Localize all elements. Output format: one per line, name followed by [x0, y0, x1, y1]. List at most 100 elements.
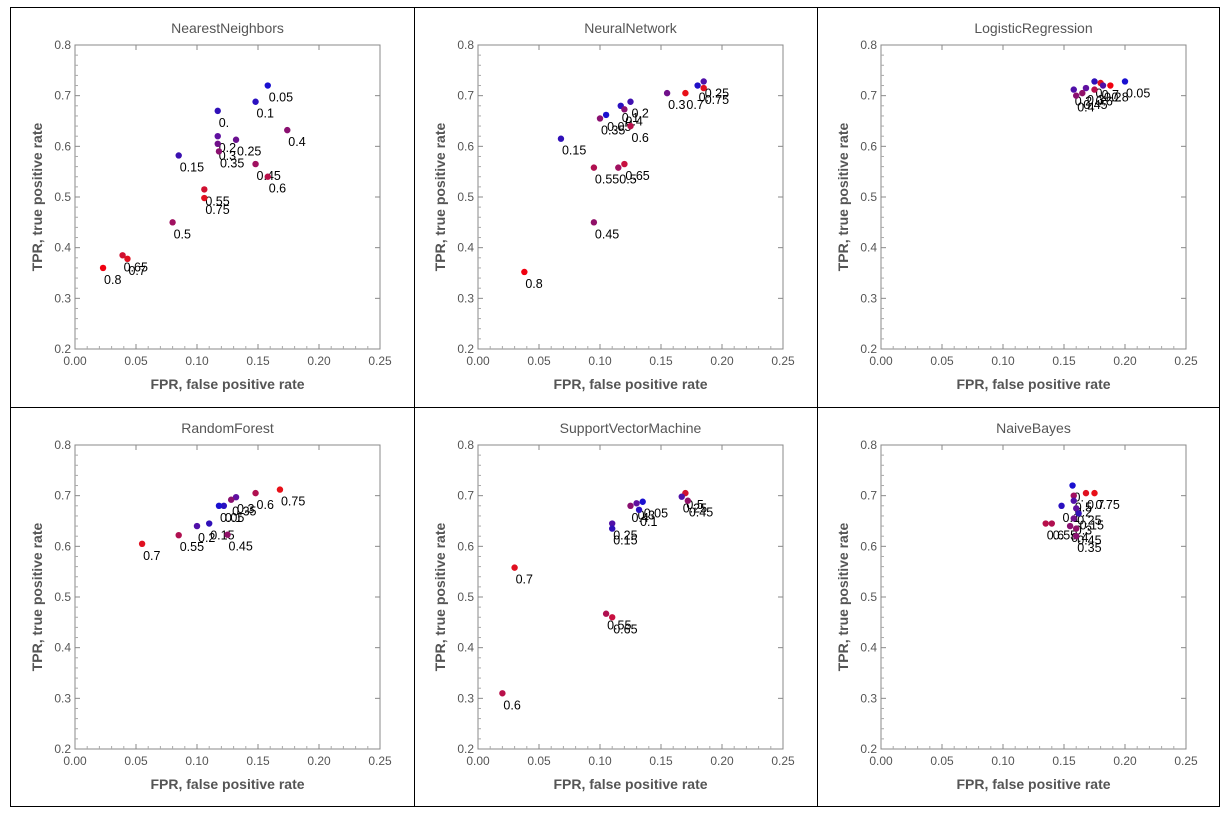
y-axis-label: TPR, true positive rate	[432, 522, 448, 671]
x-tick-label: 0.10	[991, 754, 1015, 768]
chart-title: NaiveBayes	[996, 420, 1071, 436]
y-axis-label: TPR, true positive rate	[29, 522, 45, 671]
y-tick-label: 0.7	[860, 89, 877, 103]
x-tick-label: 0.20	[1113, 754, 1137, 768]
x-tick-label: 0.05	[930, 354, 954, 368]
data-label: 0.75	[1096, 498, 1120, 512]
scatter-chart: NaiveBayes 0.00 0.05 0.10 0.15 0.20 0.25 0.2 0.3…	[835, 420, 1198, 792]
data-point	[609, 520, 616, 527]
data-label: 0.45	[229, 540, 253, 554]
data-label: 0.4	[632, 511, 649, 525]
chart-panel: NearestNeighbors 0.00 0.05 0.10 0.15 0.20 0.25…	[11, 8, 414, 408]
data-point	[1073, 505, 1080, 512]
x-tick-label: 0.25	[368, 754, 392, 768]
data-label: 0.15	[180, 160, 204, 174]
data-label: 0.2	[632, 107, 649, 121]
y-tick-label: 0.8	[457, 38, 474, 52]
data-point	[119, 252, 126, 259]
data-point	[700, 78, 707, 85]
plot-frame	[477, 444, 784, 750]
data-label: 0.05	[220, 511, 244, 525]
x-axis-label: FPR, false positive rate	[956, 776, 1110, 792]
data-point	[1091, 86, 1098, 93]
data-point	[220, 502, 228, 509]
data-label: 0.8	[104, 273, 121, 287]
data-point	[511, 564, 518, 571]
y-tick-label: 0.4	[860, 241, 877, 255]
x-axis-label: FPR, false positive rate	[956, 376, 1110, 392]
data-point	[264, 82, 271, 89]
x-tick-label: 0.15	[649, 754, 673, 768]
data-label: 0.55	[595, 173, 619, 187]
data-point	[596, 115, 604, 122]
x-tick-label: 0.20	[307, 354, 331, 368]
x-axis-label: FPR, false positive rate	[553, 776, 707, 792]
data-point	[1066, 522, 1074, 530]
data-point	[214, 140, 221, 147]
data-point	[694, 82, 701, 89]
y-tick-label: 0.3	[54, 291, 71, 305]
data-label: 0.05	[644, 507, 668, 521]
data-label: 0.55	[1053, 529, 1077, 543]
y-tick-label: 0.3	[457, 291, 474, 305]
data-label: 0.5	[619, 173, 636, 187]
chart-panel: SupportVectorMachine 0.00 0.05 0.10 0.15 0.20…	[414, 408, 817, 808]
x-axis-label: FPR, false positive rate	[150, 376, 304, 392]
x-tick-label: 0.20	[710, 354, 734, 368]
y-tick-label: 0.8	[54, 438, 71, 452]
data-point	[1070, 497, 1077, 504]
x-tick-label: 0.00	[63, 754, 87, 768]
data-label: 0.25	[613, 529, 637, 543]
y-tick-label: 0.4	[54, 641, 71, 655]
y-tick-label: 0.5	[54, 590, 71, 604]
chart-grid: NearestNeighbors 0.00 0.05 0.10 0.15 0.20 0.25…	[10, 7, 1220, 807]
data-point	[633, 500, 640, 507]
chart-title: LogisticRegression	[974, 20, 1092, 36]
x-tick-label: 0.05	[527, 354, 551, 368]
y-tick-label: 0.7	[457, 89, 474, 103]
data-point	[124, 255, 131, 263]
y-tick-label: 0.8	[54, 38, 71, 52]
x-tick-label: 0.00	[466, 754, 490, 768]
data-label: 0.35	[232, 505, 256, 519]
x-tick-label: 0.10	[991, 354, 1015, 368]
x-tick-label: 0.15	[246, 354, 270, 368]
data-label: 0.75	[281, 495, 305, 509]
data-point	[99, 264, 107, 272]
data-label: 0.65	[124, 260, 148, 274]
data-point	[252, 489, 259, 497]
scatter-chart: NearestNeighbors 0.00 0.05 0.10 0.15 0.20 0.25…	[29, 20, 392, 392]
data-point	[232, 493, 240, 501]
x-tick-label: 0.25	[368, 354, 392, 368]
data-point	[682, 89, 689, 97]
y-tick-label: 0.7	[457, 489, 474, 503]
x-tick-label: 0.15	[649, 354, 673, 368]
data-label: 0.	[699, 91, 709, 105]
data-label: 0.6	[1096, 95, 1113, 109]
data-point	[1121, 78, 1129, 85]
x-axis-label: FPR, false positive rate	[553, 376, 707, 392]
y-tick-label: 0.2	[54, 742, 71, 756]
x-tick-label: 0.15	[1052, 354, 1076, 368]
data-point	[615, 164, 622, 171]
x-tick-label: 0.10	[588, 754, 612, 768]
data-point	[1070, 492, 1077, 499]
data-label: 0.6	[257, 498, 274, 512]
data-point	[1073, 92, 1080, 99]
data-point	[276, 486, 284, 493]
data-label: 0.15	[562, 144, 586, 158]
data-label: 0.45	[1077, 534, 1101, 548]
data-point	[499, 690, 506, 697]
y-tick-label: 0.5	[860, 190, 877, 204]
x-tick-label: 0.20	[710, 754, 734, 768]
plot-frame	[880, 444, 1187, 750]
data-point	[1082, 489, 1090, 497]
x-tick-label: 0.15	[246, 754, 270, 768]
data-label: 0.7	[1087, 498, 1104, 512]
x-tick-label: 0.25	[1174, 754, 1198, 768]
data-point	[169, 219, 176, 226]
data-point	[1107, 82, 1114, 89]
data-label: 0.25	[237, 145, 261, 159]
